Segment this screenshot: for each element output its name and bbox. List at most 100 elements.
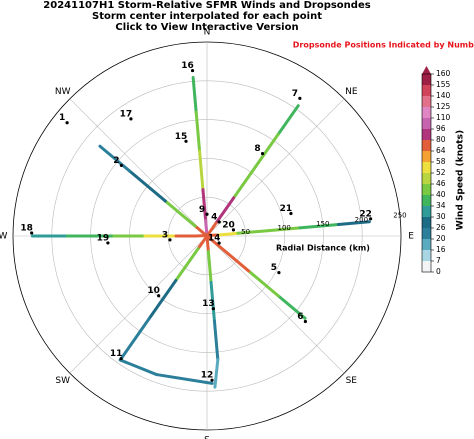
colorbar-tick-label: 46 (436, 179, 446, 188)
colorbar-cell (422, 184, 431, 195)
angular-grid (206, 235, 345, 374)
dropsonde-point (277, 271, 281, 275)
track-segment (191, 76, 198, 114)
dropsonde-point (369, 217, 373, 221)
track-segment (298, 223, 340, 230)
colorbar-cell (422, 118, 431, 129)
dropsonde-label: 15 (175, 132, 188, 142)
dropsonde-label: 1 (59, 113, 65, 123)
dropsonde-label: 7 (292, 89, 298, 99)
dropsonde-label: 6 (297, 312, 303, 322)
track-segment (213, 358, 220, 389)
colorbar-cell (422, 129, 431, 140)
dropsonde-point (119, 357, 123, 361)
colorbar-tick-label: 20 (436, 234, 446, 243)
direction-label: NW (55, 87, 71, 97)
track-segment (204, 219, 209, 238)
dropsonde-label: 5 (271, 263, 277, 273)
colorbar-cell (422, 162, 431, 173)
dropsonde-point (260, 152, 265, 156)
track-segment (163, 199, 197, 228)
track-segment (267, 226, 302, 233)
dropsonde-point (211, 307, 215, 311)
colorbar-cell (422, 140, 431, 151)
dropsonde-point (190, 68, 195, 73)
colorbar-cell (422, 107, 431, 118)
track-segment (147, 278, 178, 321)
dropsonde-point (65, 121, 69, 125)
colorbar-tick-label: 64 (436, 146, 446, 155)
colorbar-tick-label: 80 (436, 135, 446, 144)
colorbar-extend (422, 66, 431, 74)
colorbar-tick-label: 34 (436, 201, 446, 210)
colorbar-tick-label: 110 (436, 113, 451, 122)
direction-label: S (204, 436, 210, 439)
track-segment (336, 220, 371, 227)
colorbar-tick-label: 125 (436, 102, 451, 111)
track-segment (217, 231, 240, 237)
colorbar-tick-label: 52 (436, 168, 446, 177)
track-segment (236, 229, 271, 235)
colorbar-cell (422, 74, 431, 85)
colorbar-tick-label: 140 (436, 91, 451, 100)
colorbar-tick-label: 16 (436, 245, 446, 254)
track-segment (205, 234, 210, 253)
dropsonde-label: 4 (211, 212, 217, 222)
track-segment (247, 269, 280, 298)
dropsonde-label: 17 (120, 109, 133, 119)
dropsonde-point (119, 163, 123, 168)
dropsonde-label: 14 (208, 233, 221, 243)
dropsonde-point (303, 319, 307, 324)
dropsonde-note: Dropsonde Positions Indicated by Number (293, 41, 474, 50)
track-segment (276, 294, 307, 320)
colorbar-tick-label: 0 (436, 267, 441, 276)
radial-tick-label: 100 (277, 224, 290, 232)
track-segment (276, 104, 300, 136)
dropsonde-label: 16 (181, 61, 194, 71)
track-segment (118, 358, 159, 377)
dropsonde-point (30, 231, 34, 235)
radial-tick-label: 200 (355, 216, 368, 224)
colorbar-cell (422, 217, 431, 228)
colorbar-tick-label: 96 (436, 124, 446, 133)
track-segment (198, 149, 205, 192)
dropsonde-point (289, 211, 293, 216)
radial-tick-label: 150 (316, 220, 329, 228)
dropsonde-point (168, 238, 172, 242)
dropsonde-point (298, 96, 302, 100)
colorbar-cell (422, 96, 431, 107)
dropsonde-label: 18 (20, 223, 33, 233)
chart-subtitle: Storm center interpolated for each point (92, 11, 322, 22)
track-segment (206, 249, 213, 284)
track-segment (194, 110, 202, 153)
direction-label: NE (345, 87, 358, 97)
dropsonde-label: 13 (202, 299, 215, 309)
dropsonde-point (157, 294, 161, 298)
direction-label: N (204, 27, 211, 37)
angular-grid (69, 98, 208, 237)
dropsonde-label: 20 (222, 220, 235, 230)
colorbar-tick-label: 155 (436, 80, 451, 89)
dropsonde-point (217, 220, 221, 224)
track-segment (254, 132, 280, 168)
colorbar-cell (422, 206, 431, 217)
track-segment (98, 144, 132, 173)
angular-grid (206, 98, 345, 237)
track-segment (201, 188, 208, 223)
colorbar-tick-label: 30 (436, 212, 446, 221)
colorbar-cell (422, 261, 431, 272)
dropsonde-point (217, 241, 221, 245)
dropsonde-point (205, 212, 209, 216)
dropsonde-label: 8 (254, 144, 260, 154)
track-segment (212, 319, 220, 362)
interactive-link[interactable]: Click to View Interactive Version (115, 22, 298, 33)
dropsonde-point (231, 228, 236, 232)
dropsonde-point (129, 117, 133, 121)
direction-label: W (0, 232, 7, 242)
direction-label: E (408, 232, 414, 242)
track-segment (209, 280, 216, 323)
track-segment (214, 196, 236, 225)
dropsonde-label: 21 (280, 204, 293, 214)
dropsonde-point (106, 241, 110, 245)
